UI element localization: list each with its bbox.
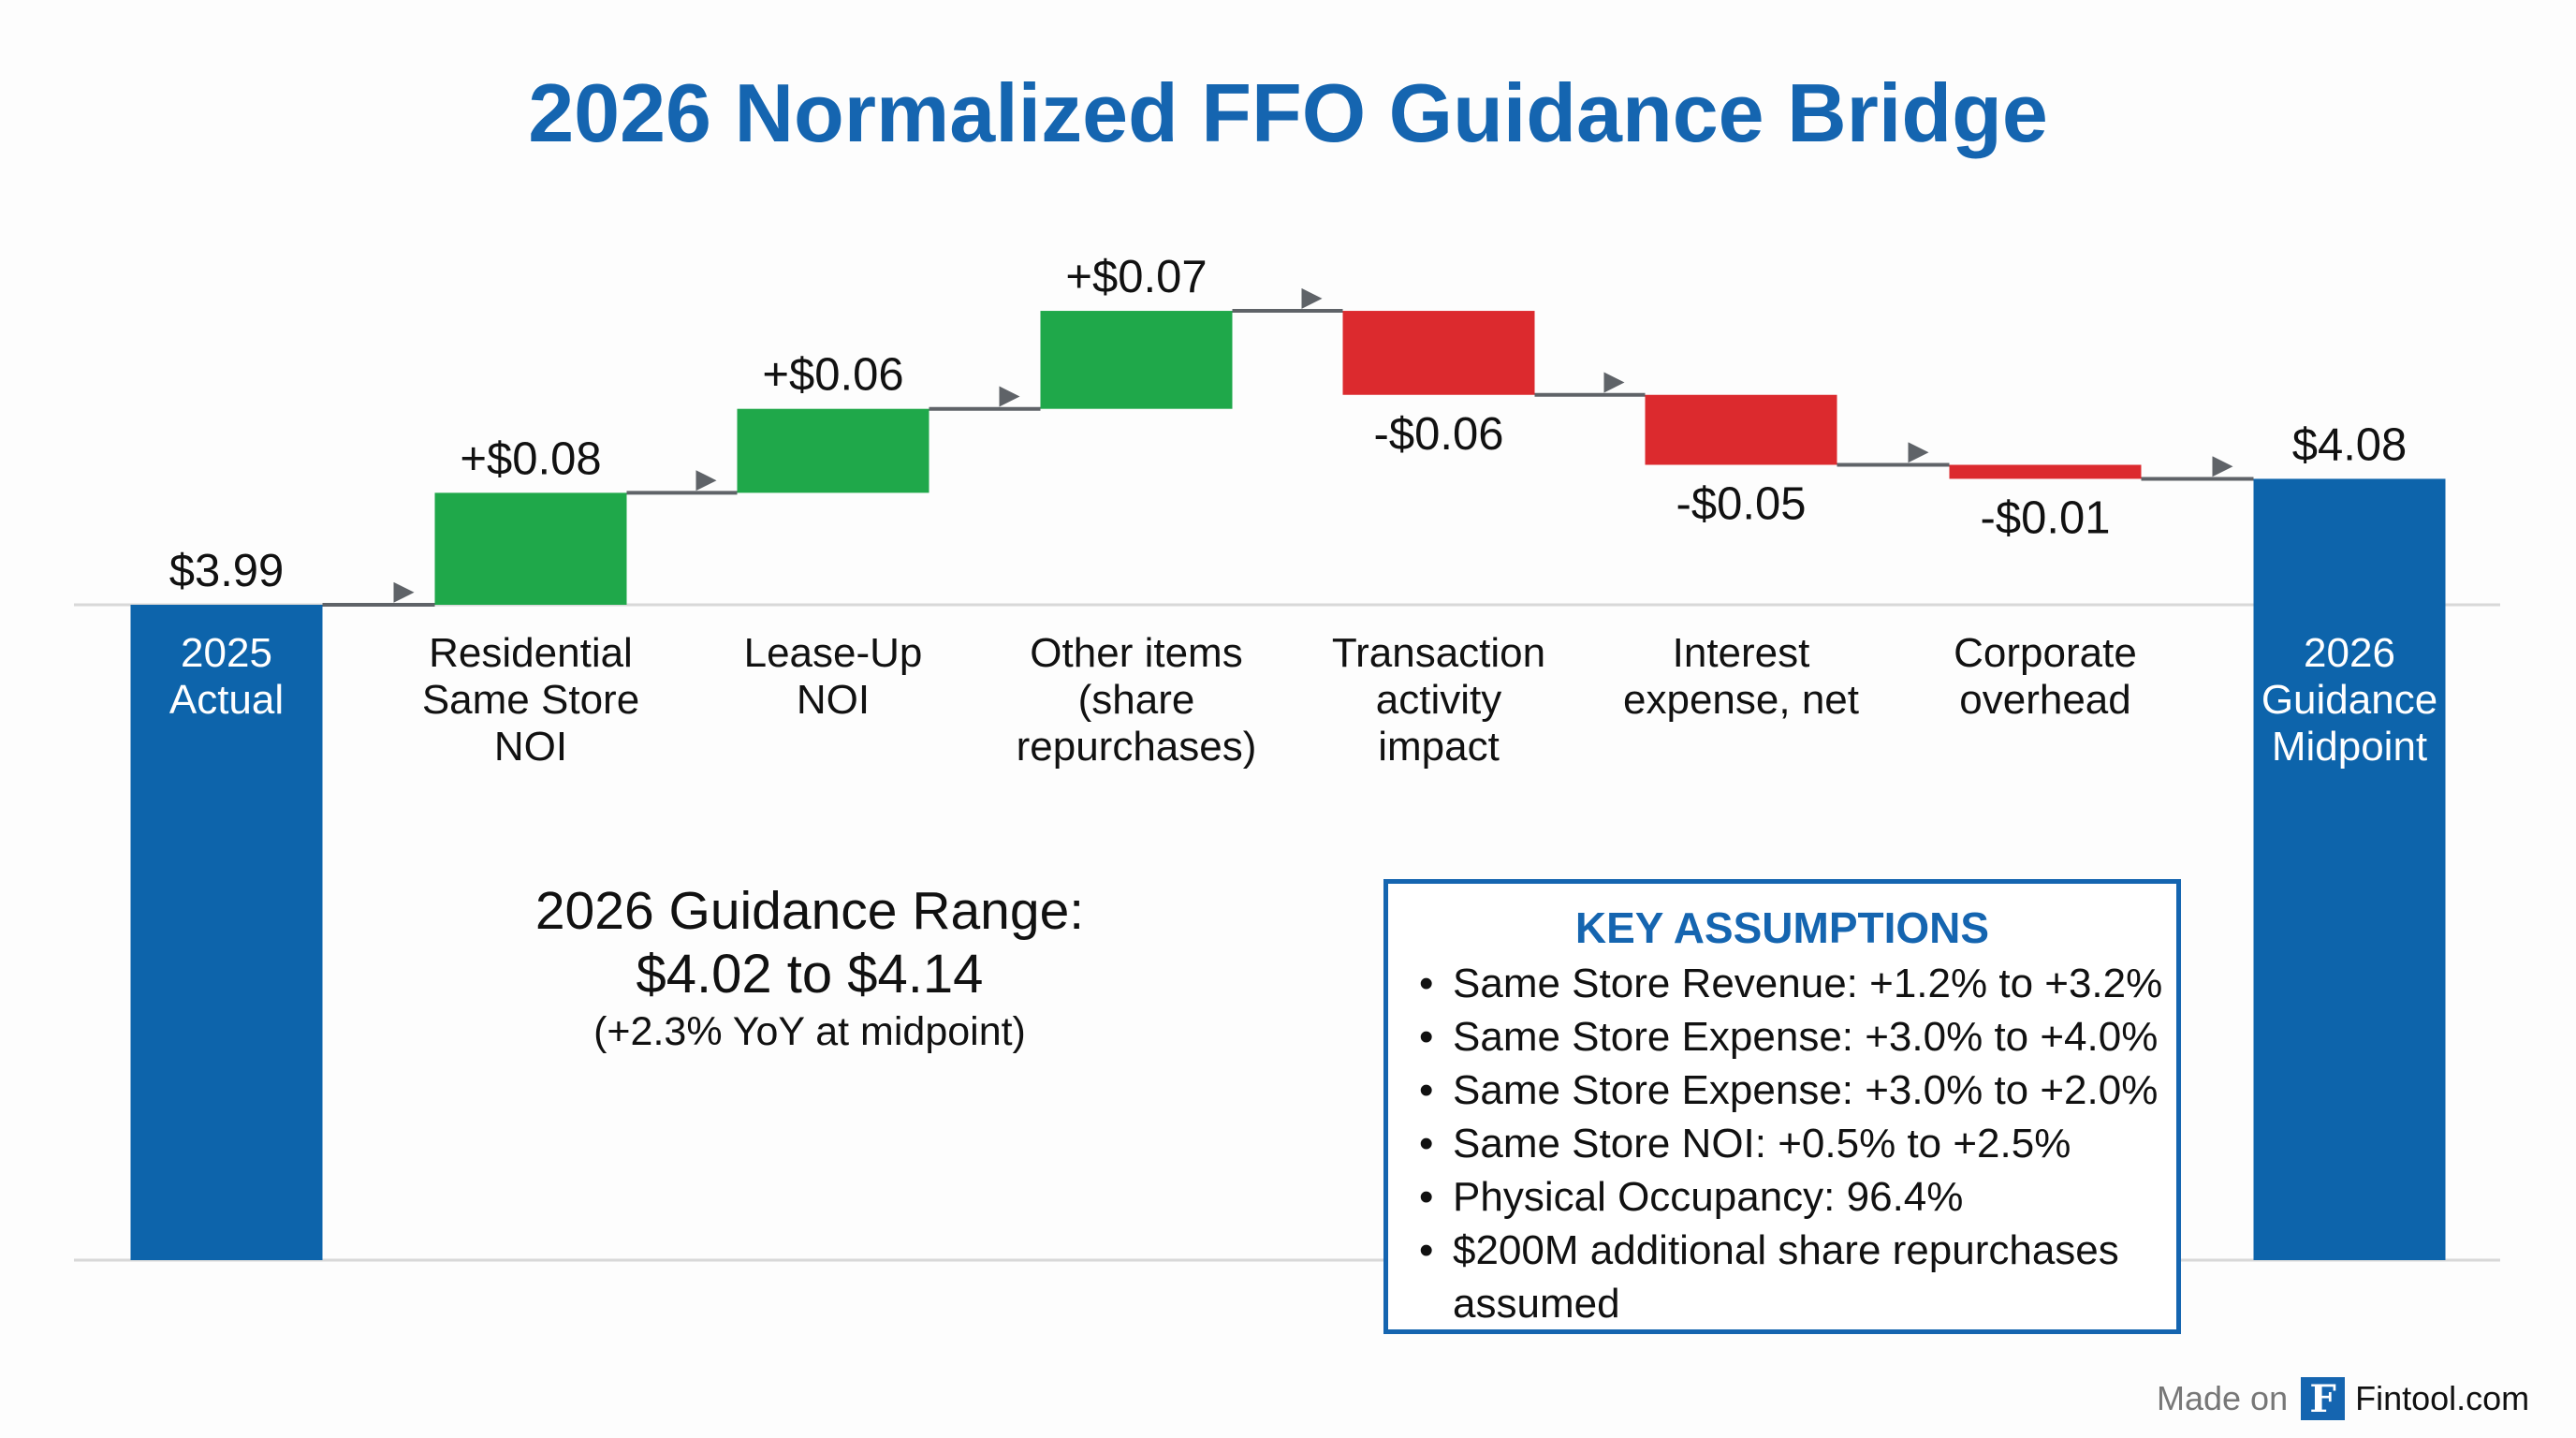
bar-increase [1040, 311, 1233, 409]
bar-decrease [1342, 311, 1535, 395]
category-label: Residential Same Store NOI [422, 630, 639, 770]
category-label: Corporate overhead [1954, 630, 2137, 723]
category-label: 2025 Actual [169, 630, 284, 723]
list-item: • Same Store Expense: +3.0% to +2.0% [1419, 1067, 2159, 1113]
category-label: Other items (share repurchases) [1017, 630, 1257, 770]
fintool-brand: Fintool.com [2355, 1379, 2530, 1417]
category-label: Lease-Up NOI [744, 630, 923, 723]
bar-total [2253, 478, 2446, 1260]
value-label: +$0.06 [762, 350, 903, 401]
list-item: • Physical Occupancy: 96.4% [1419, 1174, 1964, 1220]
footer-branding: Made on F Fintool.com [2157, 1376, 2529, 1421]
list-item: • Same Store NOI: +0.5% to +2.5% [1419, 1121, 2071, 1167]
guidance-yoy-note: (+2.3% YoY at midpoint) [593, 1009, 1026, 1054]
bar-total [130, 605, 323, 1260]
value-label: -$0.05 [1676, 479, 1807, 530]
guidance-range-value: $4.02 to $4.14 [636, 944, 984, 1005]
key-assumptions-box: KEY ASSUMPTIONS • Same Store Revenue: +1.… [1383, 879, 2181, 1334]
key-assumptions-title: KEY ASSUMPTIONS [1574, 903, 1990, 952]
made-on-text: Made on [2157, 1379, 2289, 1417]
list-item: • Same Store Expense: +3.0% to +4.0% [1419, 1014, 2159, 1060]
bar-increase [434, 492, 627, 605]
value-label: +$0.07 [1065, 252, 1207, 302]
category-label: Transaction activity impact [1332, 630, 1545, 770]
fintool-logo-icon: F [2301, 1377, 2346, 1421]
bar-increase [737, 408, 929, 493]
value-label: $3.99 [169, 546, 285, 596]
value-label: -$0.06 [1374, 409, 1504, 460]
bar-decrease [1949, 464, 2142, 479]
value-label: -$0.01 [1981, 492, 2111, 543]
list-item: • $200M additional share repurchases assu… [1419, 1227, 2119, 1327]
value-label: +$0.08 [460, 433, 601, 484]
bar-decrease [1645, 394, 1837, 465]
category-label: Interest expense, net [1623, 630, 1859, 723]
value-label: $4.08 [2292, 419, 2408, 470]
assumptions-list: • Same Store Revenue: +1.2% to +3.2% • Sam… [1388, 957, 2176, 1330]
chart-title: 2026 Normalized FFO Guidance Bridge [528, 66, 2048, 159]
guidance-range-label: 2026 Guidance Range: [534, 881, 1085, 941]
category-label: 2026 Guidance Midpoint [2261, 630, 2437, 770]
list-item: • Same Store Revenue: +1.2% to +3.2% [1419, 961, 2163, 1006]
